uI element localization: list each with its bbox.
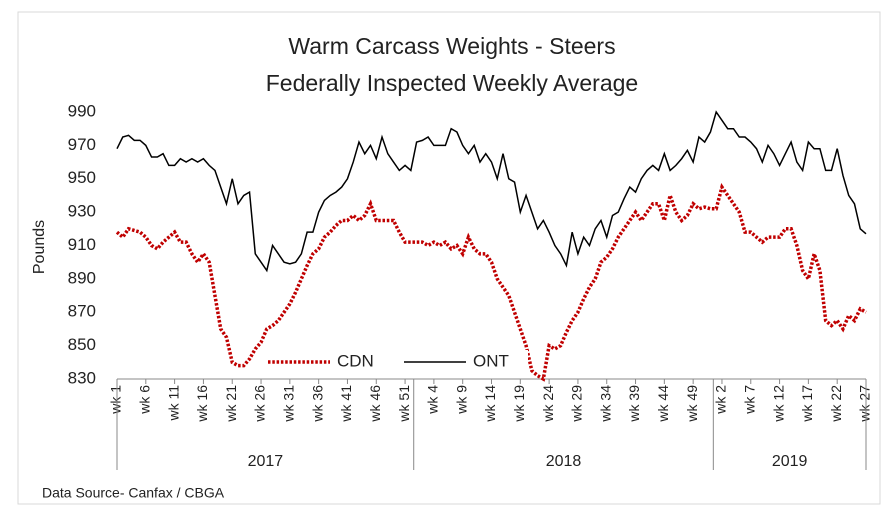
- source-note: Data Source- Canfax / CBGA: [42, 485, 225, 501]
- y-tick-label: 990: [68, 101, 96, 120]
- y-tick-label: 930: [68, 202, 96, 221]
- x-tick-label: wk 4: [425, 385, 441, 415]
- x-tick-label: wk 21: [223, 385, 239, 423]
- x-tick-label: wk 51: [396, 385, 412, 423]
- year-label: 2017: [248, 453, 284, 470]
- x-tick-label: wk 49: [684, 385, 700, 423]
- x-tick-label: wk 6: [137, 385, 153, 415]
- x-tick-label: wk 17: [799, 385, 815, 423]
- x-tick-label: wk 22: [828, 385, 844, 423]
- x-tick-label: wk 9: [453, 385, 469, 415]
- y-tick-label: 970: [68, 135, 96, 154]
- y-tick-label: 950: [68, 168, 96, 187]
- x-tick-label: wk 44: [655, 385, 671, 423]
- x-tick-label: wk 41: [338, 385, 354, 423]
- x-tick-label: wk 36: [309, 385, 325, 423]
- legend-label: CDN: [337, 351, 374, 370]
- chart-subtitle: Federally Inspected Weekly Average: [266, 70, 638, 96]
- x-tick-label: wk 2: [713, 385, 729, 415]
- legend-label: ONT: [473, 351, 509, 370]
- year-label: 2018: [546, 453, 582, 470]
- y-tick-label: 830: [68, 368, 96, 387]
- x-tick-label: wk 7: [741, 385, 757, 415]
- y-axis-label: Pounds: [31, 220, 48, 274]
- series-line: [115, 182, 867, 382]
- x-tick-label: wk 26: [252, 385, 268, 423]
- x-tick-label: wk 16: [194, 385, 210, 423]
- x-tick-label: wk 31: [281, 385, 297, 423]
- year-label: 2019: [772, 453, 808, 470]
- chart-title: Warm Carcass Weights - Steers: [288, 33, 615, 59]
- chart-frame: [17, 11, 881, 505]
- x-tick-label: wk 12: [770, 385, 786, 423]
- y-tick-label: 910: [68, 235, 96, 254]
- x-tick-label: wk 46: [367, 385, 383, 423]
- x-tick-label: wk 34: [597, 385, 613, 423]
- x-tick-label: wk 24: [540, 385, 556, 423]
- x-tick-label: wk 19: [511, 385, 527, 423]
- series-line: [116, 110, 867, 273]
- y-tick-label: 870: [68, 302, 96, 321]
- x-tick-label: wk 1: [108, 385, 124, 415]
- x-tick-label: wk 14: [482, 385, 498, 423]
- x-tick-label: wk 27: [857, 385, 873, 423]
- x-tick-label: wk 11: [165, 385, 181, 422]
- y-tick-label: 890: [68, 268, 96, 287]
- x-tick-label: wk 39: [626, 385, 642, 423]
- x-tick-label: wk 29: [569, 385, 585, 423]
- y-tick-label: 850: [68, 335, 96, 354]
